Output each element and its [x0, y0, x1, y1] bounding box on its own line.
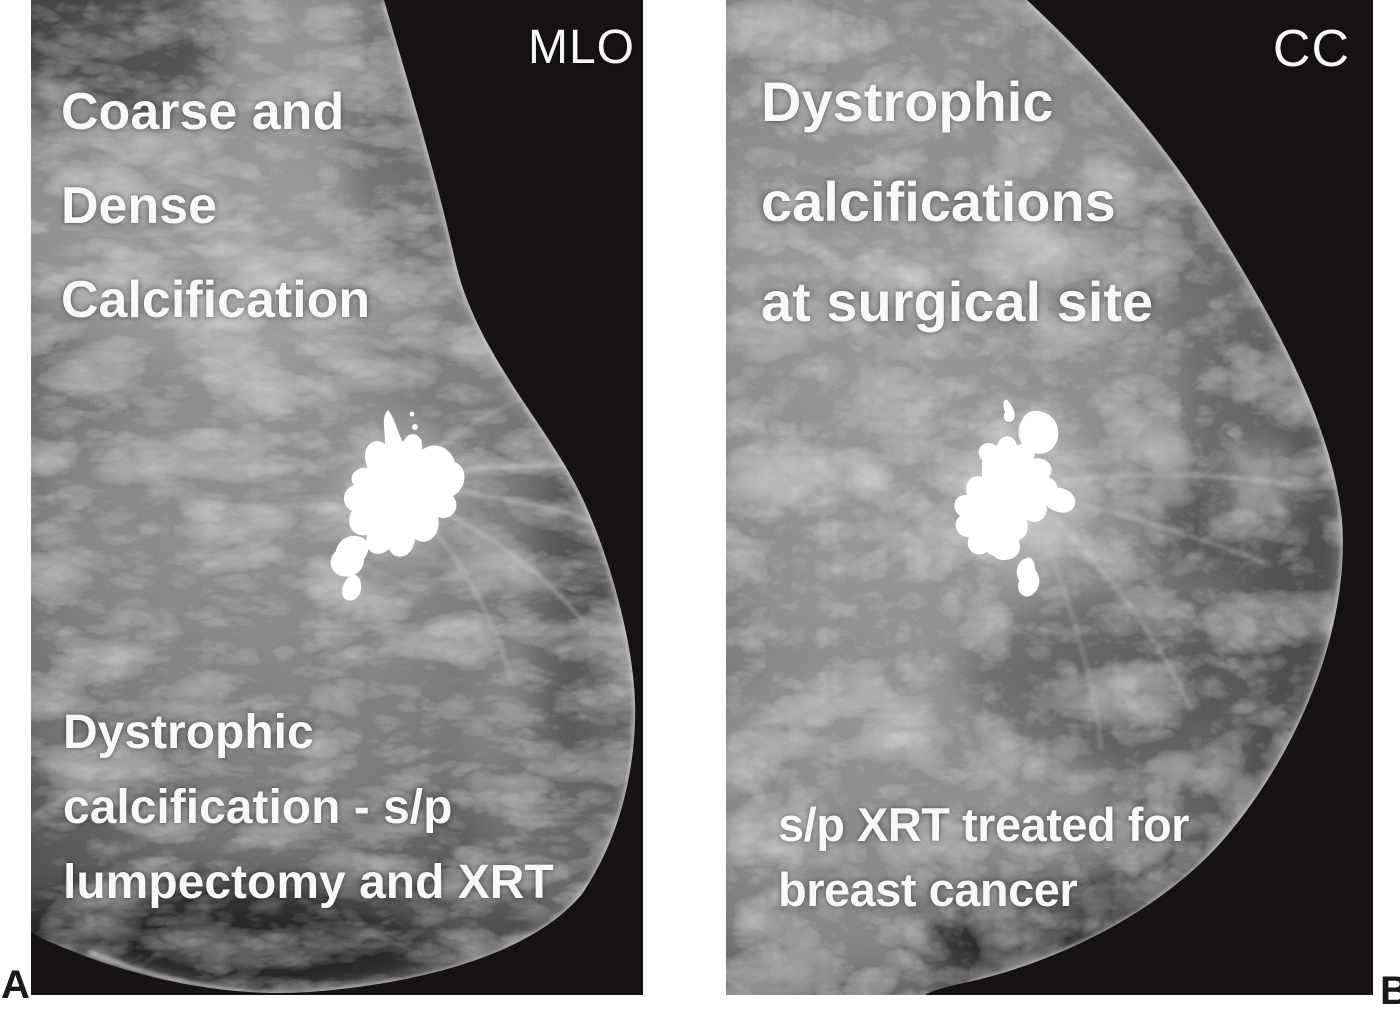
mammogram-image-mlo [31, 0, 643, 995]
panel-a-title-line-2: Dense [61, 177, 218, 235]
panel-b-title: Dystrophic calcifications at surgical si… [761, 52, 1153, 352]
panel-b-caption-line-2: breast cancer [778, 863, 1078, 916]
figure-letter-a: A [1, 963, 30, 1007]
panel-b-caption: s/p XRT treated for breast cancer [778, 792, 1189, 922]
panel-mlo: MLO Coarse and Dense Calcification Dystr… [31, 0, 643, 995]
panel-a-caption-line-1: Dystrophic [63, 706, 314, 759]
panel-a-title-line-1: Coarse and [61, 83, 345, 141]
panel-b-title-line-1: Dystrophic [761, 70, 1054, 133]
panel-cc: CC Dystrophic calcifications at surgical… [726, 0, 1373, 995]
figure-letter-b: B [1380, 969, 1400, 1013]
panel-a-caption: Dystrophic calcification - s/p lumpectom… [63, 695, 554, 920]
panel-a-title-line-3: Calcification [61, 271, 371, 329]
panel-a-caption-line-3: lumpectomy and XRT [63, 856, 554, 909]
panel-b-caption-line-1: s/p XRT treated for [778, 798, 1189, 851]
panel-a-title: Coarse and Dense Calcification [61, 65, 370, 347]
view-label-mlo: MLO [527, 21, 635, 74]
panel-b-title-line-3: at surgical site [761, 270, 1154, 333]
view-label-cc: CC [1272, 20, 1350, 78]
panel-a-caption-line-2: calcification - s/p [63, 781, 453, 834]
breast-tissue-mlo [31, 0, 636, 993]
mammogram-image-cc [726, 0, 1373, 995]
panel-b-title-line-2: calcifications [761, 170, 1116, 233]
